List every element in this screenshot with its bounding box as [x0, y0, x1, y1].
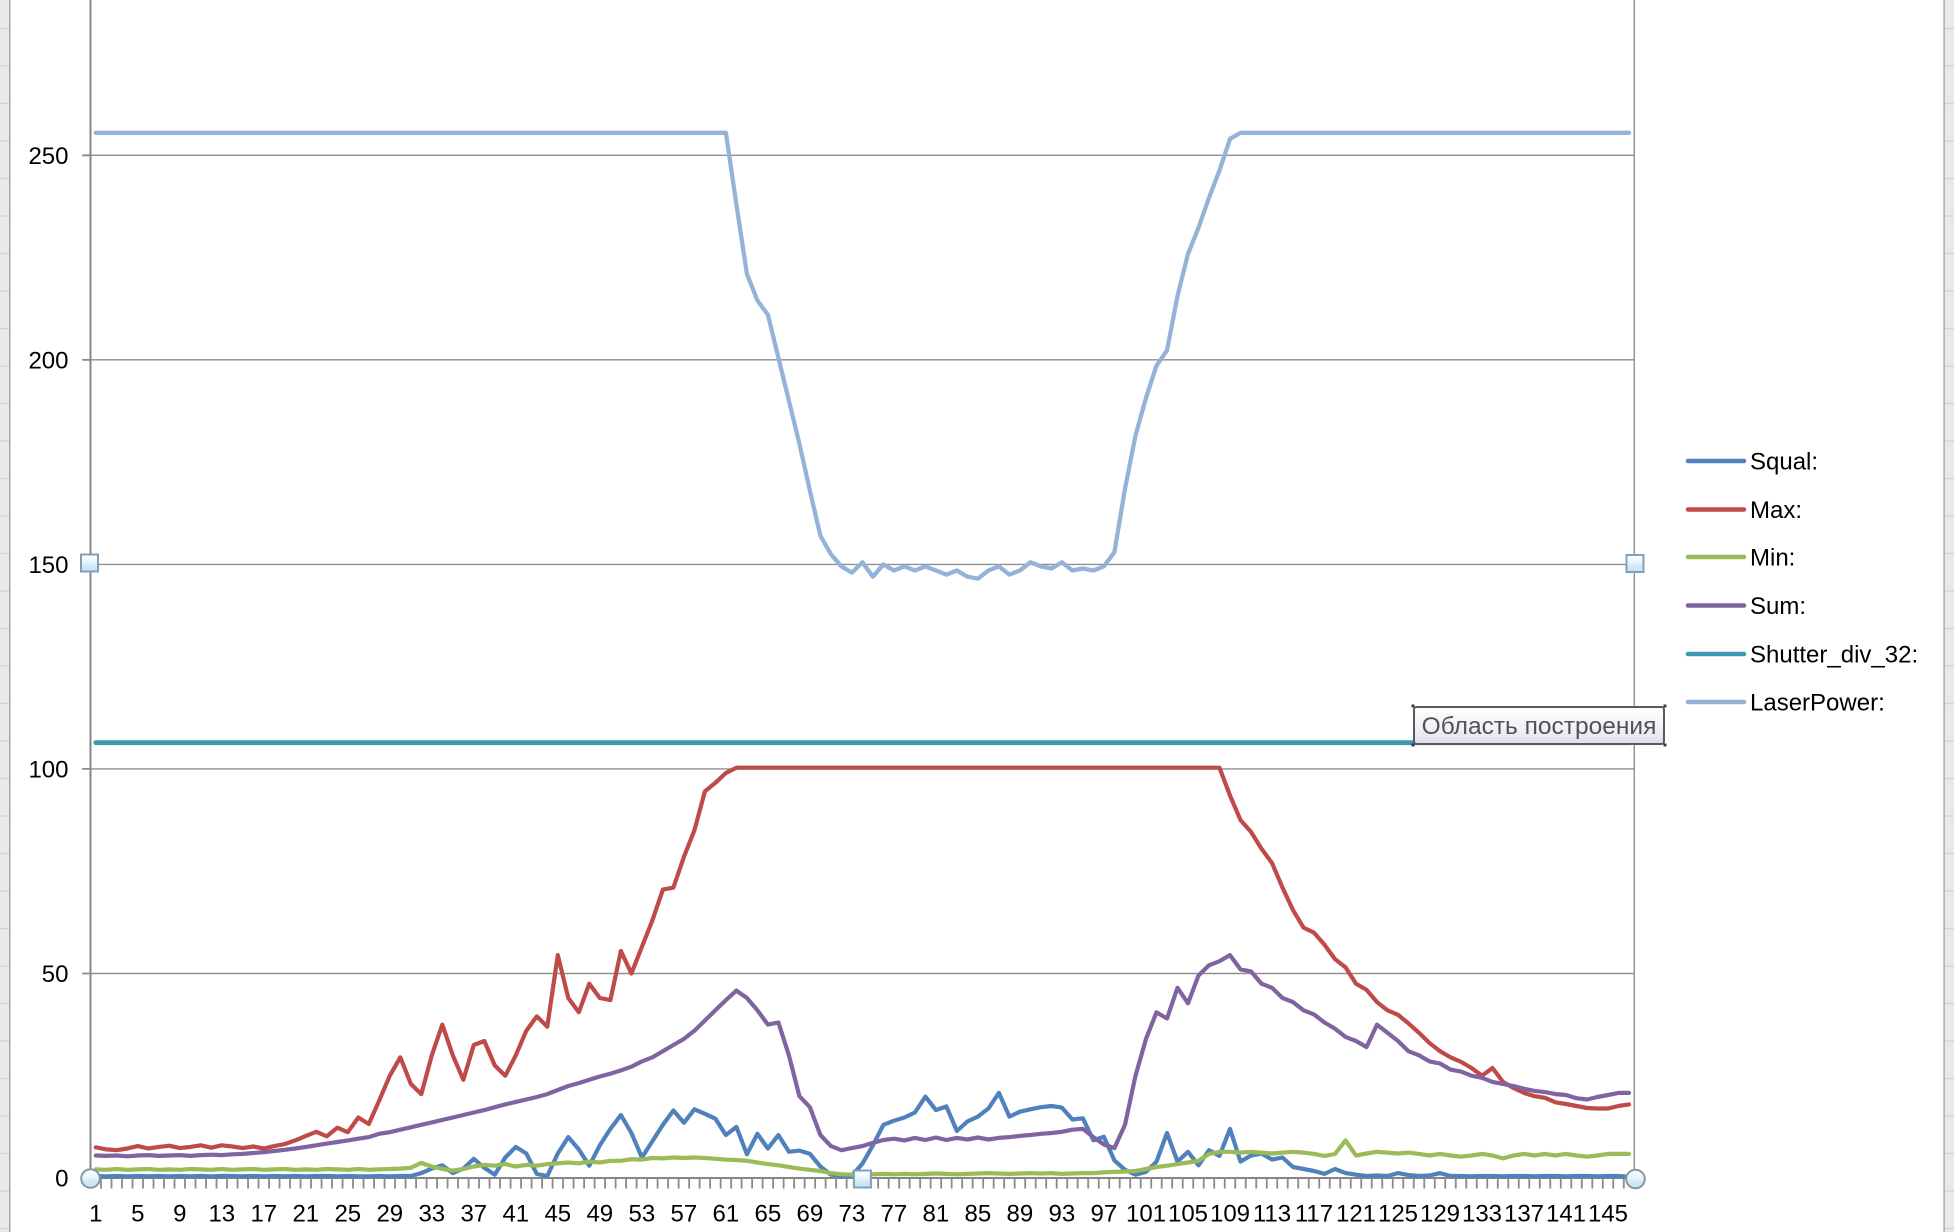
svg-text:37: 37: [460, 1201, 487, 1228]
svg-text:Max:: Max:: [1750, 497, 1802, 524]
svg-text:53: 53: [629, 1201, 656, 1228]
svg-text:17: 17: [250, 1201, 277, 1228]
svg-text:117: 117: [1295, 1201, 1333, 1228]
svg-text:129: 129: [1420, 1201, 1460, 1228]
svg-text:Shutter_div_32:: Shutter_div_32:: [1750, 642, 1918, 669]
svg-text:13: 13: [208, 1201, 235, 1228]
svg-text:100: 100: [28, 756, 68, 783]
svg-text:25: 25: [334, 1201, 361, 1228]
svg-text:121: 121: [1336, 1201, 1376, 1228]
svg-text:125: 125: [1378, 1201, 1418, 1228]
svg-text:109: 109: [1210, 1201, 1250, 1228]
svg-text:81: 81: [923, 1201, 950, 1228]
svg-text:Squal:: Squal:: [1750, 449, 1818, 476]
svg-text:250: 250: [28, 143, 68, 170]
svg-text:85: 85: [965, 1201, 992, 1228]
svg-text:57: 57: [671, 1201, 698, 1228]
svg-text:Sum:: Sum:: [1750, 593, 1806, 620]
svg-text:45: 45: [544, 1201, 571, 1228]
svg-text:61: 61: [713, 1201, 740, 1228]
svg-text:21: 21: [292, 1201, 319, 1228]
svg-text:137: 137: [1504, 1201, 1544, 1228]
svg-text:29: 29: [376, 1201, 403, 1228]
svg-text:105: 105: [1168, 1201, 1208, 1228]
svg-text:200: 200: [28, 347, 68, 374]
svg-text:145: 145: [1588, 1201, 1628, 1228]
svg-text:141: 141: [1546, 1201, 1586, 1228]
svg-text:1: 1: [89, 1201, 102, 1228]
svg-text:69: 69: [797, 1201, 824, 1228]
svg-text:89: 89: [1007, 1201, 1034, 1228]
svg-text:77: 77: [881, 1201, 908, 1228]
svg-text:150: 150: [28, 552, 68, 579]
svg-text:93: 93: [1049, 1201, 1076, 1228]
svg-text:LaserPower:: LaserPower:: [1750, 690, 1885, 717]
svg-text:33: 33: [418, 1201, 445, 1228]
svg-text:9: 9: [173, 1201, 186, 1228]
svg-text:50: 50: [42, 961, 69, 988]
svg-text:Область построения: Область построения: [1422, 713, 1657, 740]
svg-text:49: 49: [586, 1201, 613, 1228]
svg-text:41: 41: [502, 1201, 529, 1228]
svg-text:65: 65: [755, 1201, 782, 1228]
svg-text:133: 133: [1462, 1201, 1502, 1228]
svg-text:101: 101: [1126, 1201, 1166, 1228]
svg-text:73: 73: [839, 1201, 866, 1228]
svg-text:5: 5: [131, 1201, 144, 1228]
svg-text:Min:: Min:: [1750, 545, 1795, 572]
svg-text:97: 97: [1091, 1201, 1118, 1228]
svg-text:0: 0: [55, 1166, 68, 1193]
svg-text:113: 113: [1253, 1201, 1291, 1228]
